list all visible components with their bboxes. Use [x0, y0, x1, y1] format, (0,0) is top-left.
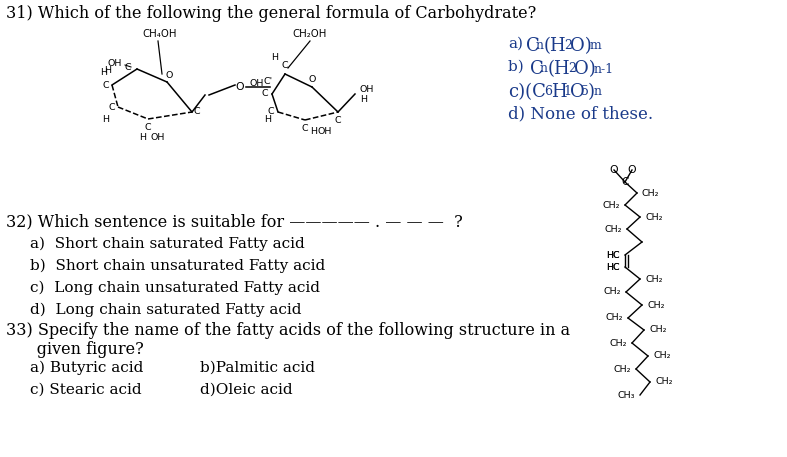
Text: CH₂: CH₂: [614, 365, 631, 373]
Text: b)Palmitic acid: b)Palmitic acid: [200, 361, 315, 375]
Text: a): a): [508, 37, 523, 51]
Text: 33) Specify the name of the fatty acids of the following structure in a: 33) Specify the name of the fatty acids …: [6, 322, 570, 339]
Text: d) None of these.: d) None of these.: [508, 105, 653, 122]
Text: d)Oleic acid: d)Oleic acid: [200, 383, 293, 397]
Text: m: m: [590, 39, 602, 52]
Text: n: n: [540, 62, 548, 75]
Text: n: n: [594, 85, 602, 98]
Text: 31) Which of the following the general formula of Carbohydrate?: 31) Which of the following the general f…: [6, 5, 536, 22]
Text: C: C: [301, 124, 309, 133]
Text: C: C: [109, 102, 115, 112]
Text: 5: 5: [581, 85, 589, 98]
Text: CH₂: CH₂: [645, 213, 663, 222]
Text: CH₃: CH₃: [618, 390, 635, 399]
Text: OH: OH: [108, 59, 122, 69]
Text: HC: HC: [606, 250, 620, 260]
Text: OH: OH: [249, 79, 264, 88]
Text: O): O): [570, 37, 592, 55]
Text: CH₂: CH₂: [605, 314, 623, 323]
Text: n-1: n-1: [594, 63, 614, 76]
Text: OH: OH: [151, 133, 165, 142]
Text: H: H: [105, 66, 112, 75]
Text: CH₂: CH₂: [653, 351, 671, 361]
Text: 2: 2: [568, 62, 576, 75]
Text: O: O: [570, 83, 585, 101]
Text: HC: HC: [606, 250, 620, 260]
Text: C: C: [268, 107, 274, 117]
Text: d)  Long chain saturated Fatty acid: d) Long chain saturated Fatty acid: [30, 303, 301, 318]
Text: CH₂OH: CH₂OH: [293, 29, 327, 39]
Text: CH₄OH: CH₄OH: [142, 29, 177, 39]
Text: CH₂: CH₂: [642, 188, 660, 197]
Text: a) Butyric acid: a) Butyric acid: [30, 361, 143, 375]
Text: CH₂: CH₂: [603, 201, 620, 209]
Text: OH: OH: [360, 85, 375, 94]
Text: C: C: [124, 63, 131, 71]
Text: H: H: [272, 53, 279, 62]
Text: O: O: [165, 71, 172, 80]
Text: CH₂: CH₂: [649, 325, 667, 335]
Text: O: O: [628, 165, 637, 175]
Text: c)  Long chain unsaturated Fatty acid: c) Long chain unsaturated Fatty acid: [30, 281, 320, 295]
Text: (H: (H: [548, 60, 571, 78]
Text: C: C: [145, 123, 151, 132]
Text: C: C: [530, 60, 544, 78]
Text: CH₂: CH₂: [647, 301, 664, 309]
Text: c)(C: c)(C: [508, 83, 546, 101]
Text: H: H: [264, 115, 272, 124]
Text: a)  Short chain saturated Fatty acid: a) Short chain saturated Fatty acid: [30, 237, 305, 251]
Text: C': C': [264, 78, 272, 86]
Text: n: n: [536, 39, 544, 52]
Text: C: C: [282, 61, 288, 70]
Text: H: H: [310, 127, 317, 136]
Text: C: C: [621, 177, 629, 187]
Text: b)  Short chain unsaturated Fatty acid: b) Short chain unsaturated Fatty acid: [30, 259, 325, 273]
Text: CH₂: CH₂: [645, 275, 663, 283]
Text: O: O: [235, 82, 244, 92]
Text: H: H: [551, 83, 567, 101]
Text: O): O): [574, 60, 596, 78]
Text: C: C: [261, 90, 268, 99]
Text: C: C: [194, 107, 201, 117]
Text: 2: 2: [564, 39, 572, 52]
Text: C: C: [334, 116, 342, 125]
Text: ): ): [588, 83, 595, 101]
Text: H: H: [101, 68, 108, 77]
Text: CH₂: CH₂: [604, 224, 622, 234]
Text: C: C: [526, 37, 540, 55]
Text: CH₂: CH₂: [604, 287, 621, 297]
Text: given figure?: given figure?: [6, 341, 144, 358]
Text: H: H: [102, 115, 109, 124]
Text: O: O: [309, 75, 316, 84]
Text: H: H: [360, 96, 367, 105]
Text: 32) Which sentence is suitable for ————— . — — —  ?: 32) Which sentence is suitable for —————…: [6, 213, 463, 230]
Text: 6: 6: [544, 85, 552, 98]
Text: b): b): [508, 60, 529, 74]
Text: HC: HC: [606, 262, 620, 271]
Text: H: H: [139, 133, 146, 142]
Text: O: O: [610, 165, 619, 175]
Text: HC: HC: [606, 262, 620, 271]
Text: CH₂: CH₂: [609, 339, 627, 347]
Text: C: C: [102, 80, 109, 90]
Text: (H: (H: [544, 37, 567, 55]
Text: OH: OH: [317, 127, 331, 136]
Text: c) Stearic acid: c) Stearic acid: [30, 383, 142, 397]
Text: 1: 1: [563, 85, 571, 98]
Text: CH₂: CH₂: [655, 377, 673, 387]
